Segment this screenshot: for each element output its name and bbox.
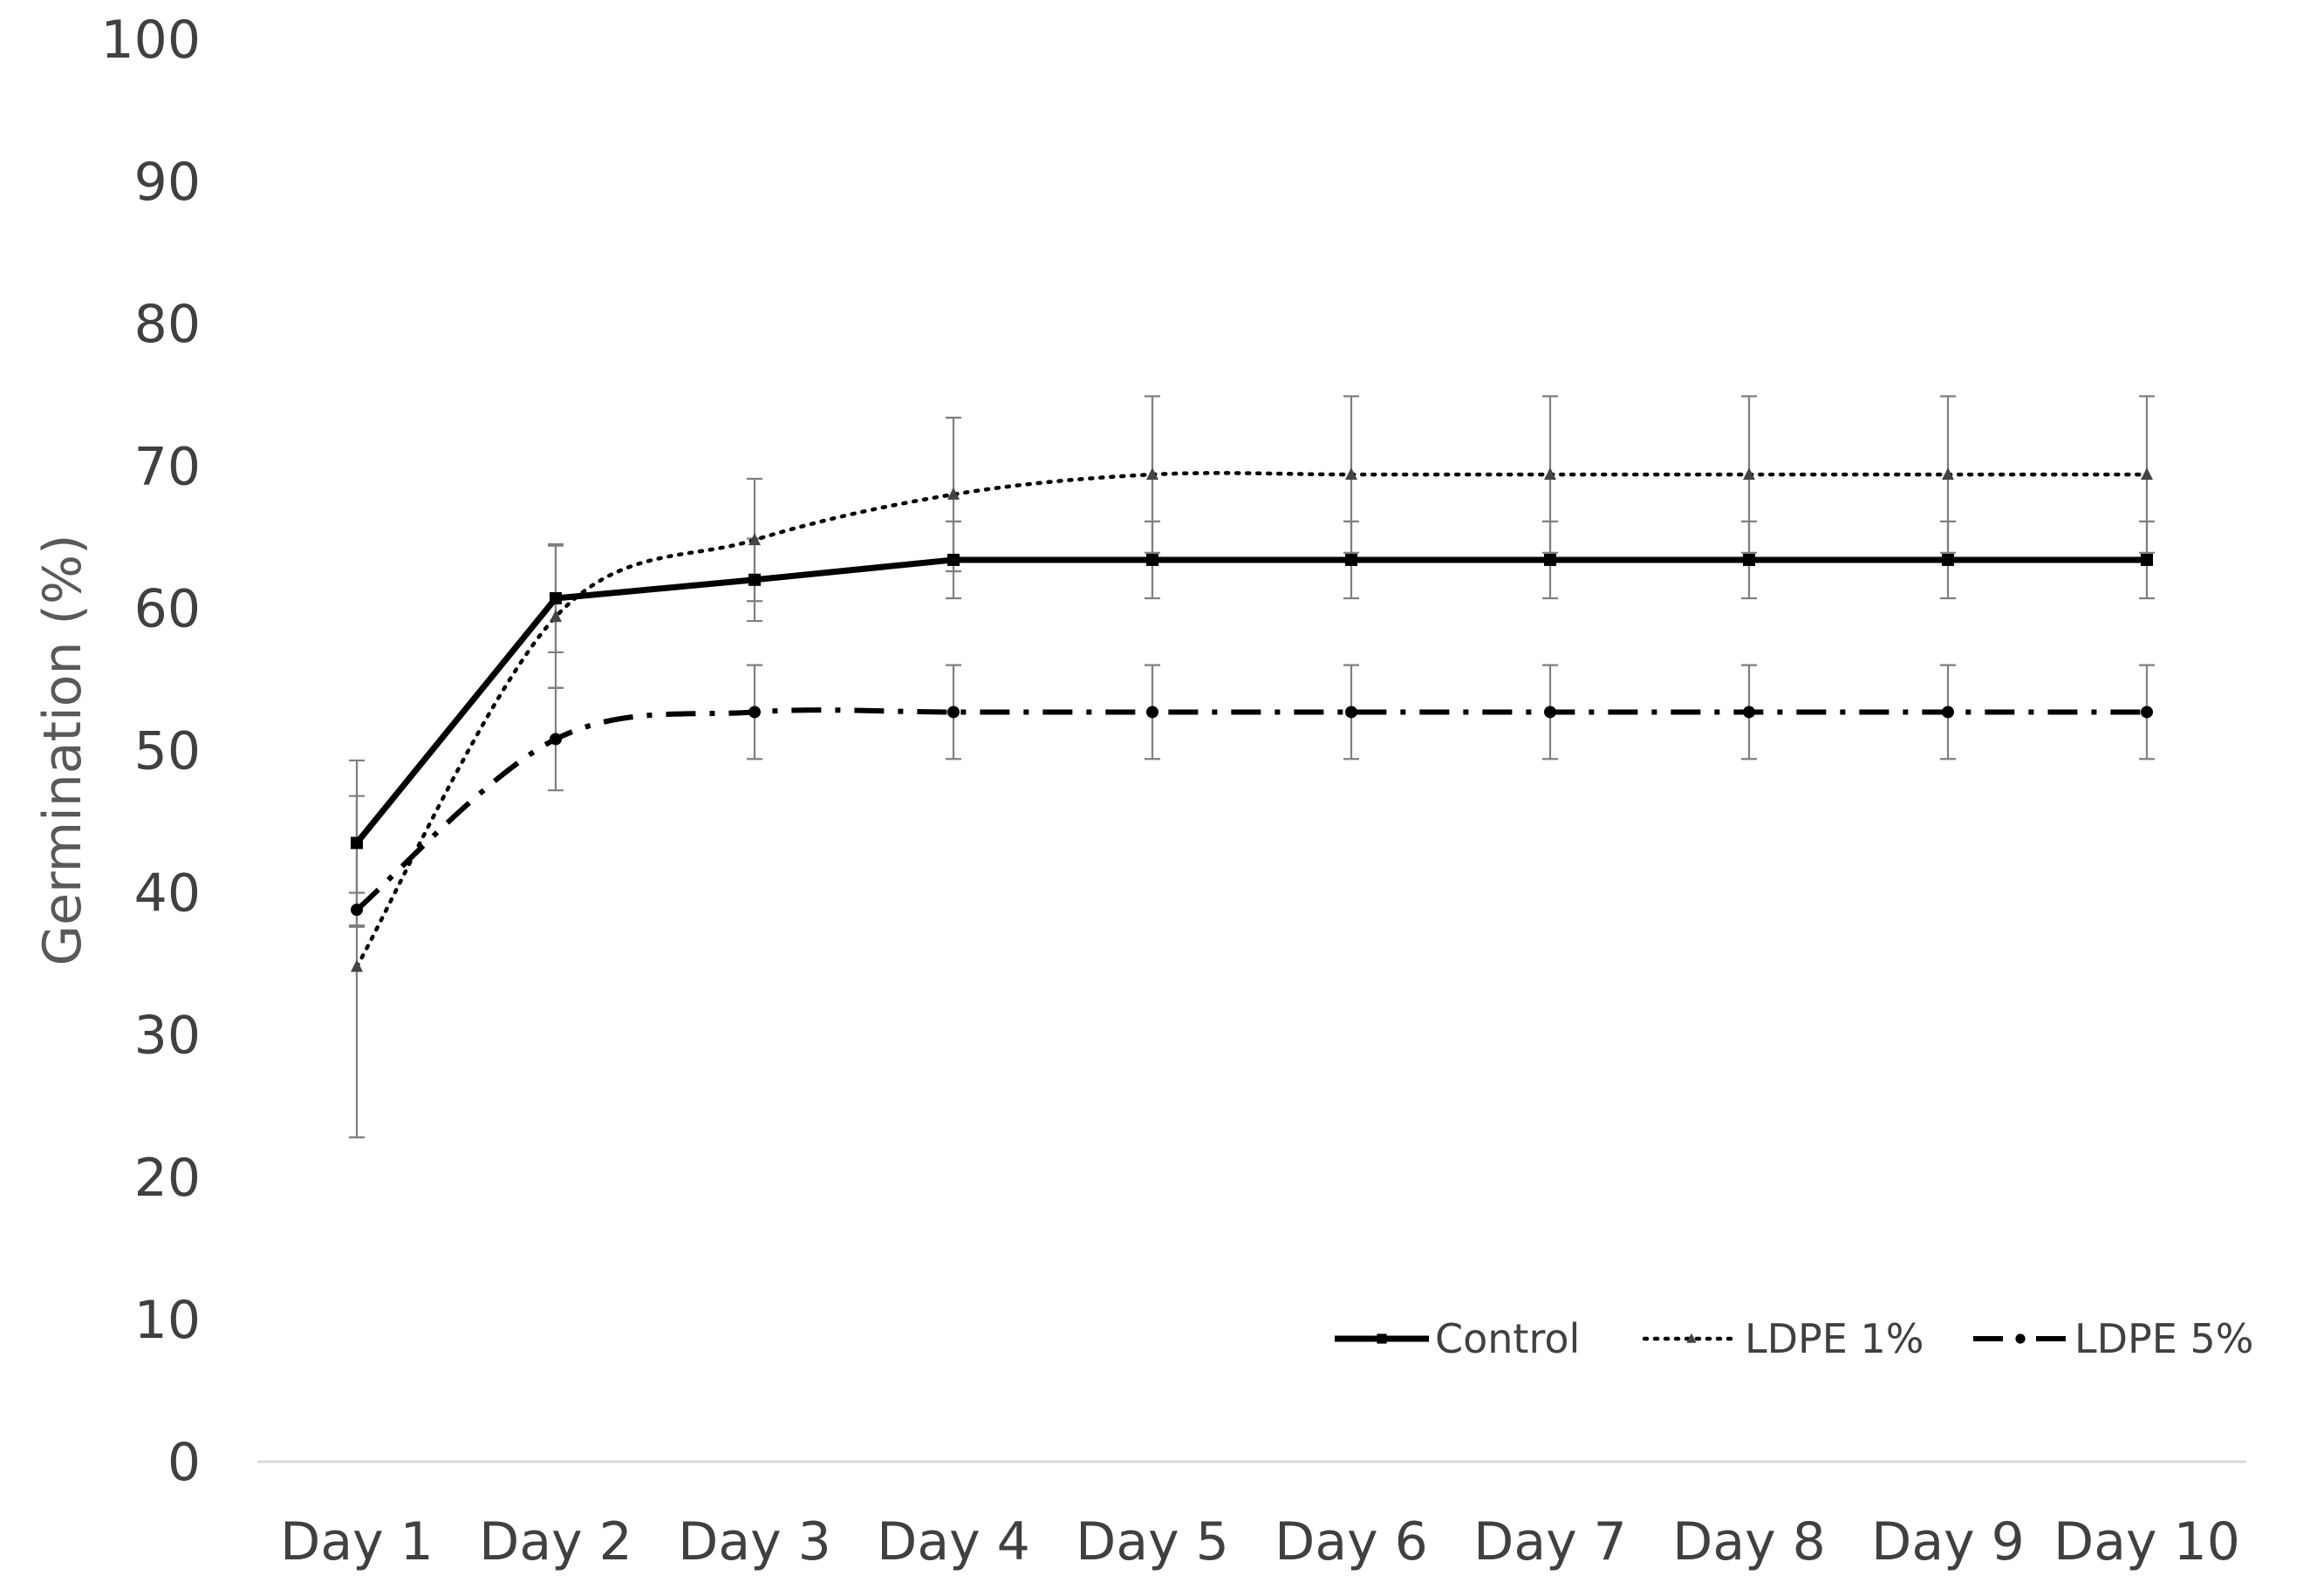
data-point-ldpe-1-1 [351, 959, 363, 972]
legend-marker-control [1377, 1333, 1387, 1344]
data-point-ldpe-5-5 [1146, 706, 1158, 719]
data-point-ldpe-5-6 [1345, 706, 1357, 719]
x-tick-label-day-4: Day 4 [877, 1511, 1030, 1572]
legend: Control LDPE 1% LDPE 5% [1335, 1315, 2253, 1362]
data-point-control-2 [550, 591, 562, 604]
y-tick-label-70: 70 [134, 436, 201, 497]
x-tick-label-day-1: Day 1 [280, 1511, 434, 1572]
error-bars [349, 395, 2155, 1139]
data-point-ldpe-1-10 [2141, 467, 2153, 481]
data-point-ldpe-1-4 [947, 487, 960, 500]
y-tick-label-50: 50 [134, 721, 201, 782]
data-point-ldpe-1-3 [748, 533, 761, 546]
y-axis-title: Germination (%) [32, 535, 93, 966]
data-point-control-5 [1146, 553, 1158, 566]
data-point-ldpe-1-6 [1345, 467, 1357, 481]
x-tick-label-day-9: Day 9 [1871, 1511, 2025, 1572]
x-tick-label-day-8: Day 8 [1672, 1511, 1826, 1572]
data-point-ldpe-1-5 [1146, 467, 1158, 481]
x-tick-label-day-6: Day 6 [1275, 1511, 1428, 1572]
x-tick-label-day-7: Day 7 [1473, 1511, 1627, 1572]
data-point-control-1 [351, 836, 363, 849]
data-point-control-10 [2141, 553, 2153, 566]
data-point-control-4 [947, 553, 960, 566]
x-tick-label-day-5: Day 5 [1076, 1511, 1229, 1572]
y-tick-label-0: 0 [167, 1432, 201, 1493]
legend-label-control: Control [1435, 1315, 1580, 1362]
data-point-ldpe-5-3 [748, 706, 761, 719]
data-point-ldpe-5-9 [1942, 706, 1954, 719]
series-line-ldpe-5 [355, 707, 2147, 912]
data-point-ldpe-1-2 [550, 610, 562, 623]
y-tick-label-60: 60 [134, 578, 201, 639]
y-tick-label-20: 20 [134, 1148, 201, 1209]
data-point-control-3 [748, 573, 761, 586]
y-tick-label-10: 10 [134, 1290, 201, 1351]
series-markers [351, 467, 2153, 972]
legend-marker-ldpe-5 [2015, 1333, 2026, 1344]
legend-label-ldpe-1: LDPE 1% [1745, 1315, 1924, 1362]
data-point-ldpe-5-4 [947, 706, 960, 719]
y-tick-label-30: 30 [134, 1006, 201, 1067]
x-tick-label-day-10: Day 10 [2054, 1511, 2240, 1572]
data-point-ldpe-1-8 [1743, 467, 1755, 481]
data-point-ldpe-5-1 [351, 904, 363, 917]
data-point-ldpe-5-2 [550, 733, 562, 746]
data-point-control-6 [1345, 553, 1357, 566]
data-point-ldpe-1-7 [1544, 467, 1556, 481]
y-tick-label-100: 100 [100, 10, 201, 71]
y-axis-ticks: 0 10 20 30 40 50 60 70 80 90 100 [100, 10, 201, 1493]
y-tick-label-80: 80 [134, 294, 201, 355]
series-line-ldpe-1 [354, 471, 2149, 969]
data-point-ldpe-5-10 [2141, 706, 2153, 719]
y-tick-label-90: 90 [134, 152, 201, 213]
legend-marker-ldpe-1 [1686, 1333, 1697, 1343]
x-tick-label-day-2: Day 2 [479, 1511, 632, 1572]
x-axis-ticks: Day 1 Day 2 Day 3 Day 4 Day 5 Day 6 Day 7 Day 8… [280, 1511, 2240, 1572]
series-lines [354, 471, 2149, 969]
data-point-ldpe-1-9 [1942, 467, 1954, 481]
x-tick-label-day-3: Day 3 [678, 1511, 831, 1572]
y-tick-label-40: 40 [134, 863, 201, 924]
data-point-control-9 [1942, 553, 1954, 566]
data-point-control-7 [1544, 553, 1556, 566]
legend-label-ldpe-5: LDPE 5% [2074, 1315, 2253, 1362]
series-line-control [354, 556, 2147, 845]
data-point-ldpe-5-7 [1544, 706, 1556, 719]
data-point-ldpe-5-8 [1743, 706, 1755, 719]
data-point-control-8 [1743, 553, 1755, 566]
